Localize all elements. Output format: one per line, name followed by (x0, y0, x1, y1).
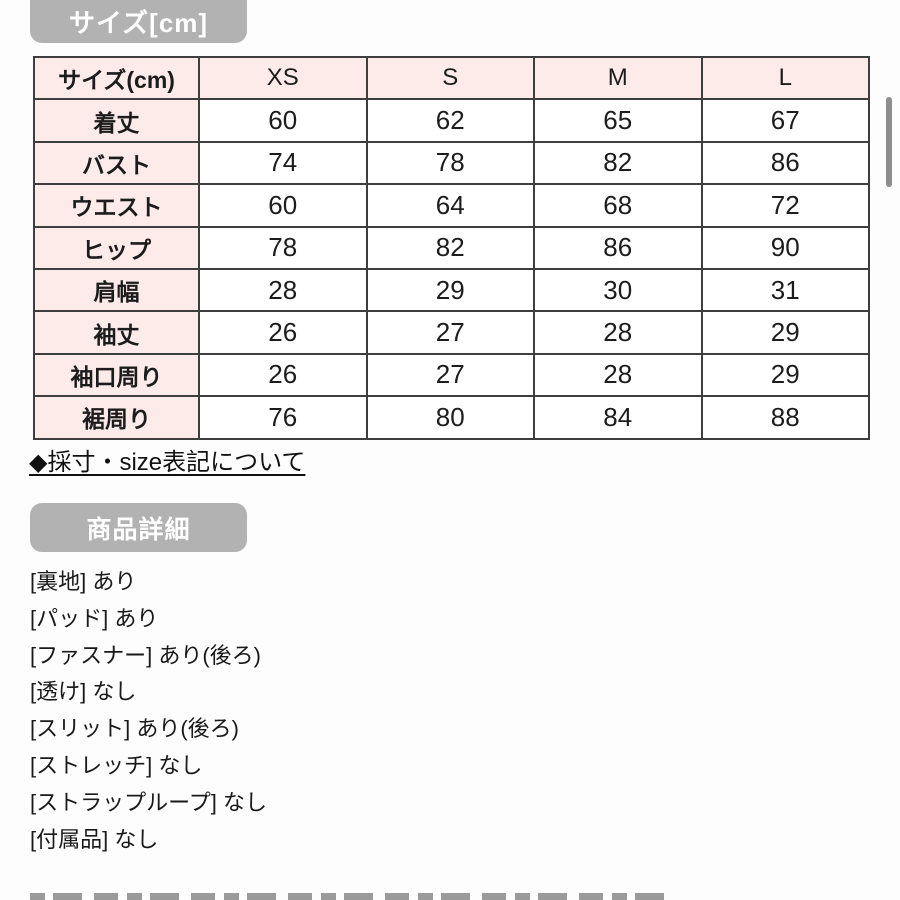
detail-item-strap-loop: [ストラップループ] なし (30, 789, 268, 815)
measurement-value: 26 (198, 310, 368, 355)
measurement-value: 82 (365, 225, 535, 270)
measurement-value: 60 (198, 98, 368, 143)
header-cell-xs: XS (198, 55, 368, 101)
measurement-value: 80 (365, 395, 535, 440)
measurement-row: 肩幅 28 29 30 31 (33, 267, 870, 313)
size-chart-table: サイズ(cm) XS S M L 着丈 60 62 65 67 バスト 74 7… (33, 55, 870, 440)
measurement-label: 肩幅 (33, 267, 200, 313)
measurement-value: 78 (365, 140, 535, 186)
header-cell-l: L (700, 55, 870, 101)
detail-item-sheerness: [透け] なし (30, 679, 137, 705)
measurement-value: 90 (700, 225, 870, 270)
measurement-value: 65 (533, 98, 703, 143)
measurement-row: バスト 74 78 82 86 (33, 140, 870, 186)
measurement-label: 袖口周り (33, 352, 200, 398)
measurement-value: 28 (533, 352, 703, 398)
header-cell-m: M (533, 55, 703, 101)
measurement-label: ウエスト (33, 183, 200, 228)
detail-item-stretch: [ストレッチ] なし (30, 752, 203, 778)
measurement-label: バスト (33, 140, 200, 186)
measurement-value: 31 (700, 267, 870, 313)
measurement-value: 82 (533, 140, 703, 186)
measurement-value: 67 (700, 98, 870, 143)
measurement-value: 29 (700, 352, 870, 398)
cutoff-text-line (30, 893, 675, 900)
measurement-label: 袖丈 (33, 310, 200, 355)
measurement-value: 64 (365, 183, 535, 228)
product-details-list: [裏地] あり [パッド] あり [ファスナー] あり(後ろ) [透け] なし … (30, 564, 267, 858)
scrollbar-thumb[interactable] (886, 97, 892, 187)
detail-item-fastener: [ファスナー] あり(後ろ) (30, 642, 261, 668)
measurement-value: 78 (198, 225, 368, 270)
measurement-value: 29 (365, 267, 535, 313)
detail-item-accessories: [付属品] なし (30, 826, 159, 852)
measurement-row: 袖丈 26 27 28 29 (33, 310, 870, 355)
measurement-value: 28 (198, 267, 368, 313)
measurement-label: 着丈 (33, 98, 200, 143)
measurement-value: 29 (700, 310, 870, 355)
measurement-value: 60 (198, 183, 368, 228)
measurement-value: 27 (365, 310, 535, 355)
detail-item-pad: [パッド] あり (30, 605, 159, 631)
header-cell-s: S (365, 55, 535, 101)
measurement-label: 裾周り (33, 395, 200, 440)
measurement-row: 裾周り 76 80 84 88 (33, 395, 870, 440)
header-cell-size: サイズ(cm) (33, 55, 200, 101)
measurement-value: 68 (533, 183, 703, 228)
measurement-row: ウエスト 60 64 68 72 (33, 183, 870, 228)
measurement-value: 30 (533, 267, 703, 313)
measurement-value: 26 (198, 352, 368, 398)
measurement-row: ヒップ 78 82 86 90 (33, 225, 870, 270)
size-notation-link[interactable]: ◆採寸・size表記について (29, 449, 306, 476)
measurement-row: 袖口周り 26 27 28 29 (33, 352, 870, 398)
measurement-row: 着丈 60 62 65 67 (33, 98, 870, 143)
measurement-value: 88 (700, 395, 870, 440)
measurement-value: 76 (198, 395, 368, 440)
measurement-value: 28 (533, 310, 703, 355)
measurement-value: 86 (700, 140, 870, 186)
detail-item-slit: [スリット] あり(後ろ) (30, 716, 239, 742)
measurement-value: 74 (198, 140, 368, 186)
product-details-title: 商品詳細 (30, 503, 247, 552)
measurement-value: 27 (365, 352, 535, 398)
measurement-value: 86 (533, 225, 703, 270)
size-table-header-row: サイズ(cm) XS S M L (33, 55, 870, 101)
size-section-title: サイズ[cm] (30, 0, 247, 43)
measurement-value: 62 (365, 98, 535, 143)
measurement-value: 72 (700, 183, 870, 228)
detail-item-lining: [裏地] あり (30, 569, 137, 594)
measurement-label: ヒップ (33, 225, 200, 270)
measurement-value: 84 (533, 395, 703, 440)
